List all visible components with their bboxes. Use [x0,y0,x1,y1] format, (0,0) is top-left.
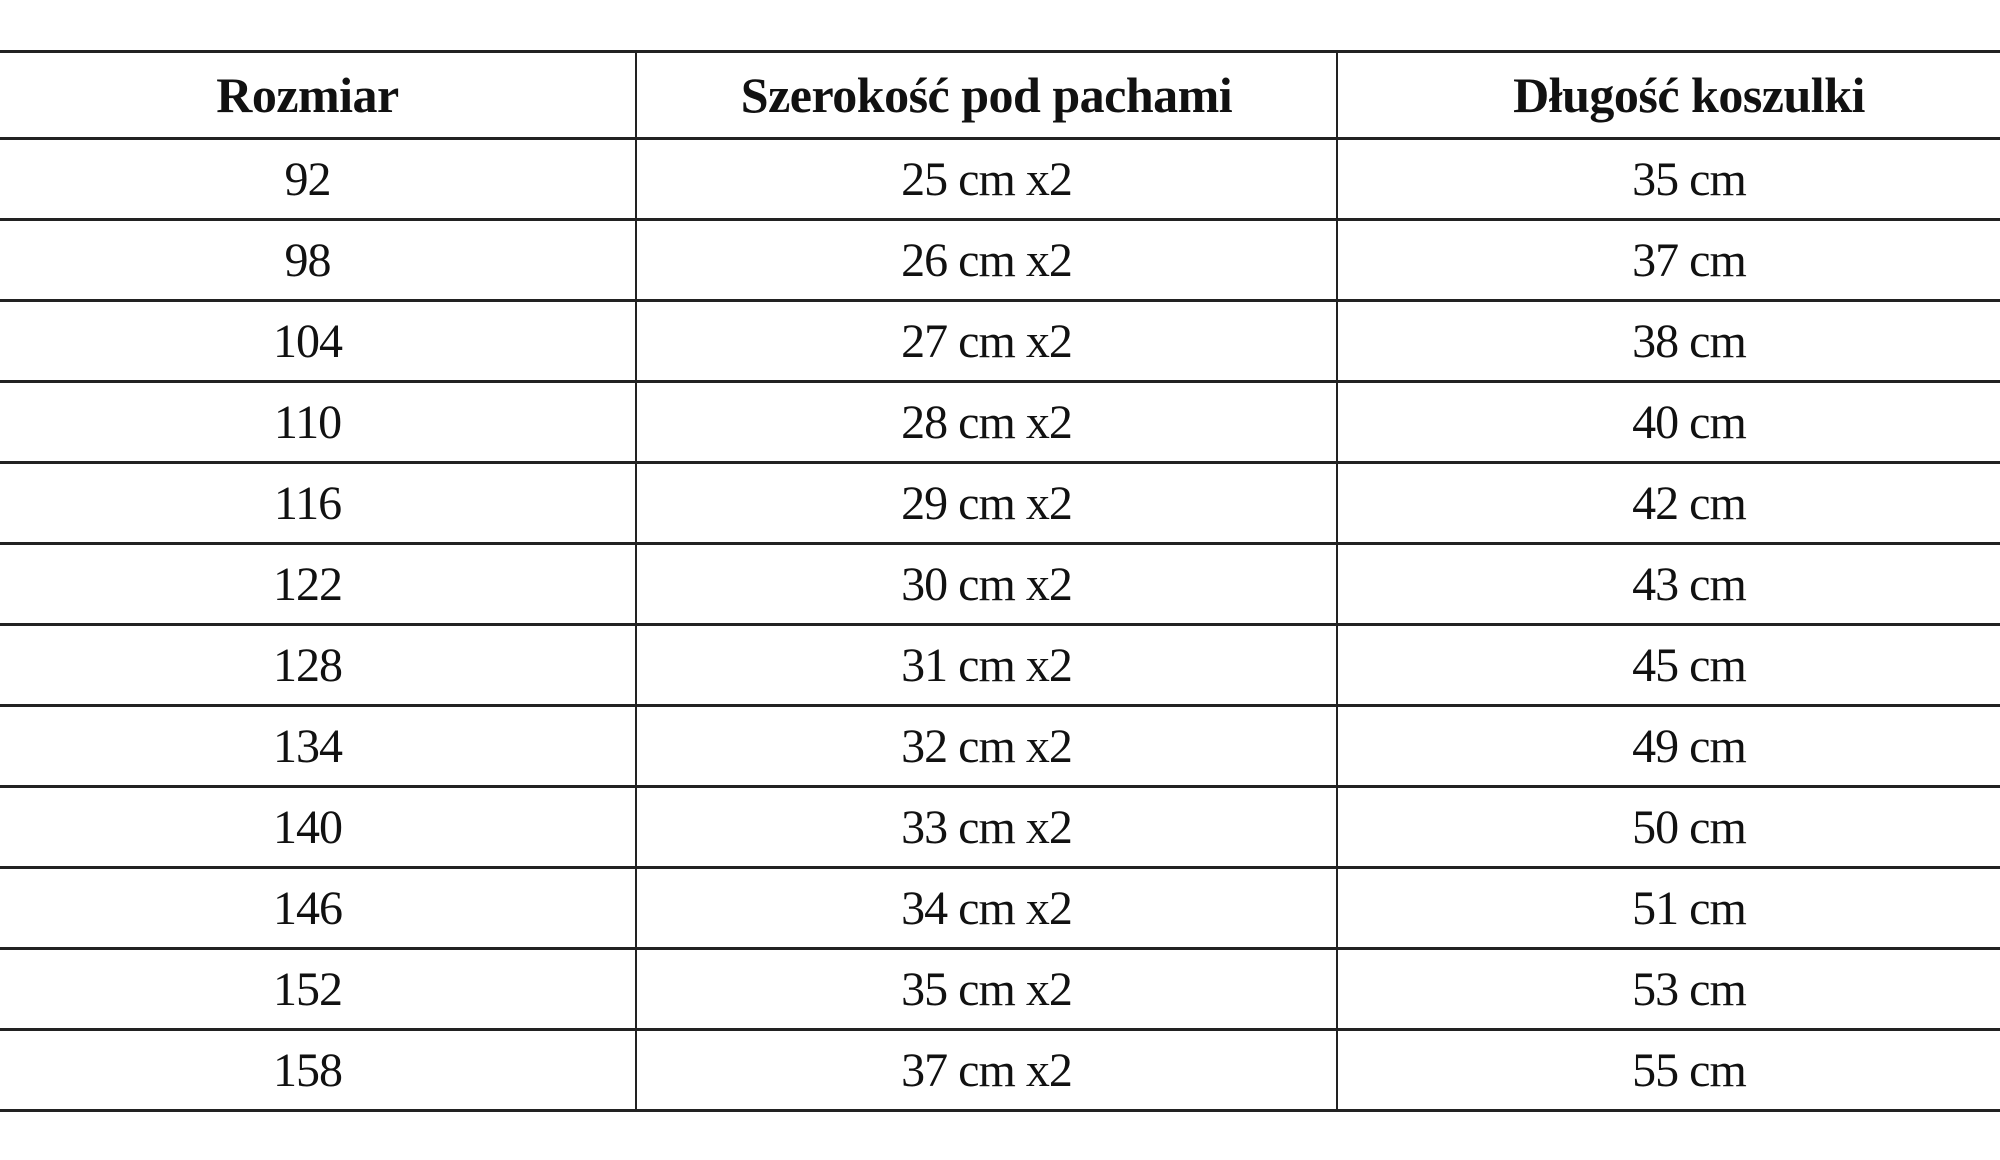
cell-chest-width: 35 cm x2 [635,947,1337,1031]
table-row: 110 28 cm x2 40 cm [0,380,2000,464]
cell-chest-width: 28 cm x2 [635,380,1337,464]
table-row: 128 31 cm x2 45 cm [0,623,2000,707]
cell-chest-width: 30 cm x2 [635,542,1337,626]
size-chart-table: Rozmiar Szerokość pod pachami Długość ko… [0,50,2000,1112]
cell-chest-width: 26 cm x2 [635,218,1337,302]
table-row: 122 30 cm x2 43 cm [0,542,2000,626]
table-row: 158 37 cm x2 55 cm [0,1028,2000,1112]
header-chest-width: Szerokość pod pachami [635,50,1337,140]
cell-size: 110 [0,380,636,464]
cell-size: 104 [0,299,636,383]
cell-chest-width: 29 cm x2 [635,461,1337,545]
cell-length: 50 cm [1336,785,2000,869]
table-row: 116 29 cm x2 42 cm [0,461,2000,545]
cell-length: 40 cm [1336,380,2000,464]
table-row: 134 32 cm x2 49 cm [0,704,2000,788]
table-row: 152 35 cm x2 53 cm [0,947,2000,1031]
cell-chest-width: 33 cm x2 [635,785,1337,869]
cell-size: 116 [0,461,636,545]
table-row: 140 33 cm x2 50 cm [0,785,2000,869]
cell-length: 51 cm [1336,866,2000,950]
cell-length: 43 cm [1336,542,2000,626]
cell-size: 98 [0,218,636,302]
header-length: Długość koszulki [1336,50,2000,140]
header-size: Rozmiar [0,50,636,140]
cell-length: 55 cm [1336,1028,2000,1112]
cell-length: 35 cm [1336,137,2000,221]
cell-chest-width: 32 cm x2 [635,704,1337,788]
cell-size: 140 [0,785,636,869]
cell-length: 49 cm [1336,704,2000,788]
cell-size: 92 [0,137,636,221]
cell-chest-width: 25 cm x2 [635,137,1337,221]
table-row: 98 26 cm x2 37 cm [0,218,2000,302]
cell-size: 158 [0,1028,636,1112]
cell-size: 146 [0,866,636,950]
cell-length: 53 cm [1336,947,2000,1031]
cell-chest-width: 31 cm x2 [635,623,1337,707]
cell-length: 45 cm [1336,623,2000,707]
cell-size: 134 [0,704,636,788]
cell-size: 122 [0,542,636,626]
table-row: 92 25 cm x2 35 cm [0,137,2000,221]
header-row: Rozmiar Szerokość pod pachami Długość ko… [0,50,2000,140]
cell-size: 128 [0,623,636,707]
table-row: 104 27 cm x2 38 cm [0,299,2000,383]
cell-length: 38 cm [1336,299,2000,383]
cell-length: 42 cm [1336,461,2000,545]
cell-chest-width: 34 cm x2 [635,866,1337,950]
cell-chest-width: 37 cm x2 [635,1028,1337,1112]
cell-length: 37 cm [1336,218,2000,302]
cell-size: 152 [0,947,636,1031]
cell-chest-width: 27 cm x2 [635,299,1337,383]
table-row: 146 34 cm x2 51 cm [0,866,2000,950]
